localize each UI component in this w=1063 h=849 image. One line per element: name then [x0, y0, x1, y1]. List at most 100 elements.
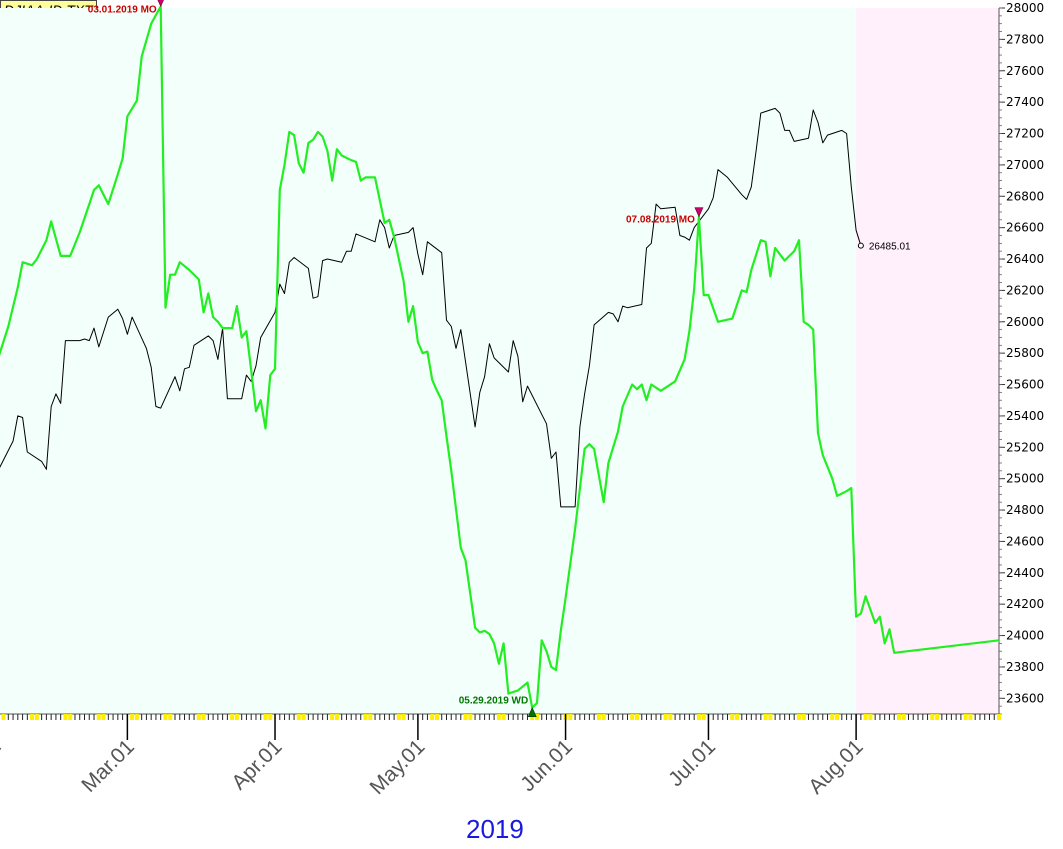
weekend-marker	[868, 714, 873, 720]
weekend-marker	[496, 714, 501, 720]
weekend-marker	[363, 714, 368, 720]
weekend-marker	[430, 714, 435, 720]
weekend-marker	[463, 714, 468, 720]
weekend-marker	[735, 714, 740, 720]
weekend-marker	[196, 714, 201, 720]
weekend-marker	[468, 714, 473, 720]
weekend-marker	[296, 714, 301, 720]
annotation-label: 07.08.2019 MO	[626, 215, 695, 226]
down-arrow-marker	[157, 0, 164, 8]
weekend-marker	[168, 714, 173, 720]
y-tick-label: 26800	[1006, 189, 1044, 203]
weekend-marker	[368, 714, 373, 720]
weekend-marker	[801, 714, 806, 720]
y-tick-label: 25800	[1006, 346, 1044, 360]
weekend-marker	[730, 714, 735, 720]
weekend-marker	[830, 714, 835, 720]
y-tick-label: 24800	[1006, 503, 1044, 517]
y-tick-label: 27400	[1006, 95, 1044, 109]
y-tick-label: 24000	[1006, 629, 1044, 643]
annotation-layer: 03.01.2019 MO 07.08.2019 MO 05.29.2019 WD	[88, 0, 704, 718]
weekend-marker	[963, 714, 968, 720]
y-tick-label: 23600	[1006, 691, 1044, 705]
x-tick-label: Mar.01	[77, 735, 139, 797]
x-tick-label: Aug.01	[804, 735, 867, 798]
weekend-marker	[101, 714, 106, 720]
y-tick-label: 27000	[1006, 158, 1044, 172]
weekend-marker	[263, 714, 268, 720]
y-tick-label: 25600	[1006, 378, 1044, 392]
weekend-marker	[997, 714, 1001, 720]
y-tick-label: 26200	[1006, 283, 1044, 297]
weekend-marker	[234, 714, 239, 720]
y-axis: 23600 23800 24000 24200 24400 24600 24800 25000…	[999, 1, 1044, 715]
weekend-marker	[396, 714, 401, 720]
last-value-label: 26485.01	[869, 242, 911, 253]
weekend-marker	[763, 714, 768, 720]
weekend-marker	[635, 714, 640, 720]
weekend-marker	[163, 714, 168, 720]
weekend-marker	[63, 714, 68, 720]
weekend-marker	[901, 714, 906, 720]
weekend-marker	[96, 714, 101, 720]
weekend-marker	[301, 714, 306, 720]
weekend-marker	[268, 714, 273, 720]
weekend-marker	[401, 714, 406, 720]
y-tick-label: 27600	[1006, 64, 1044, 78]
weekend-marker	[434, 714, 439, 720]
x-axis-year-label: 2019	[466, 814, 524, 844]
y-tick-label: 24400	[1006, 566, 1044, 580]
y-tick-label: 24600	[1006, 534, 1044, 548]
series-line-black	[0, 107, 862, 508]
series-line-green	[0, 5, 1000, 709]
weekend-marker	[330, 714, 335, 720]
weekend-marker	[30, 714, 35, 720]
y-tick-label: 27200	[1006, 127, 1044, 141]
y-tick-label: 26000	[1006, 315, 1044, 329]
weekend-marker	[34, 714, 39, 720]
up-arrow-marker	[527, 706, 537, 718]
last-value-marker	[857, 242, 864, 249]
annotation-label: 03.01.2019 MO	[88, 4, 157, 15]
weekend-marker	[630, 714, 635, 720]
weekend-marker	[663, 714, 668, 720]
x-tick-label: Apr.01	[227, 735, 286, 794]
y-tick-label: 24200	[1006, 597, 1044, 611]
weekend-marker	[201, 714, 206, 720]
weekend-marker	[863, 714, 868, 720]
weekend-marker	[835, 714, 840, 720]
down-arrow-marker	[694, 207, 704, 218]
weekend-marker	[1, 714, 6, 720]
weekend-marker	[334, 714, 339, 720]
y-tick-label: 27800	[1006, 32, 1044, 46]
weekend-marker	[596, 714, 601, 720]
annotation-label: 05.29.2019 WD	[459, 696, 529, 707]
y-tick-label: 28000	[1006, 1, 1044, 15]
x-tick-label: Jul.01	[664, 735, 720, 791]
series-layer: 26485.01	[0, 5, 1000, 709]
weekend-marker	[534, 714, 539, 720]
x-tick-label: Feb.01	[0, 735, 6, 798]
weekend-marker	[130, 714, 135, 720]
weekend-marker	[930, 714, 935, 720]
y-tick-label: 26600	[1006, 221, 1044, 235]
weekend-marker	[896, 714, 901, 720]
weekend-marker	[601, 714, 606, 720]
weekend-marker	[768, 714, 773, 720]
x-tick-label: Jun.01	[516, 735, 577, 796]
x-tick-label: May.01	[366, 735, 430, 799]
weekend-marker	[134, 714, 139, 720]
weekend-marker	[968, 714, 973, 720]
weekend-marker	[668, 714, 673, 720]
y-tick-label: 25200	[1006, 440, 1044, 454]
weekend-marker	[501, 714, 506, 720]
y-tick-label: 26400	[1006, 252, 1044, 266]
weekend-marker	[696, 714, 701, 720]
y-tick-label: 23800	[1006, 660, 1044, 674]
y-tick-label: 25000	[1006, 472, 1044, 486]
weekend-marker	[568, 714, 573, 720]
x-axis: Feb.01 Mar.01 Apr.01 May.01 Jun.01 Jul.01 Aug.…	[0, 714, 1001, 799]
shaded-region	[856, 8, 999, 714]
weekend-marker	[230, 714, 235, 720]
